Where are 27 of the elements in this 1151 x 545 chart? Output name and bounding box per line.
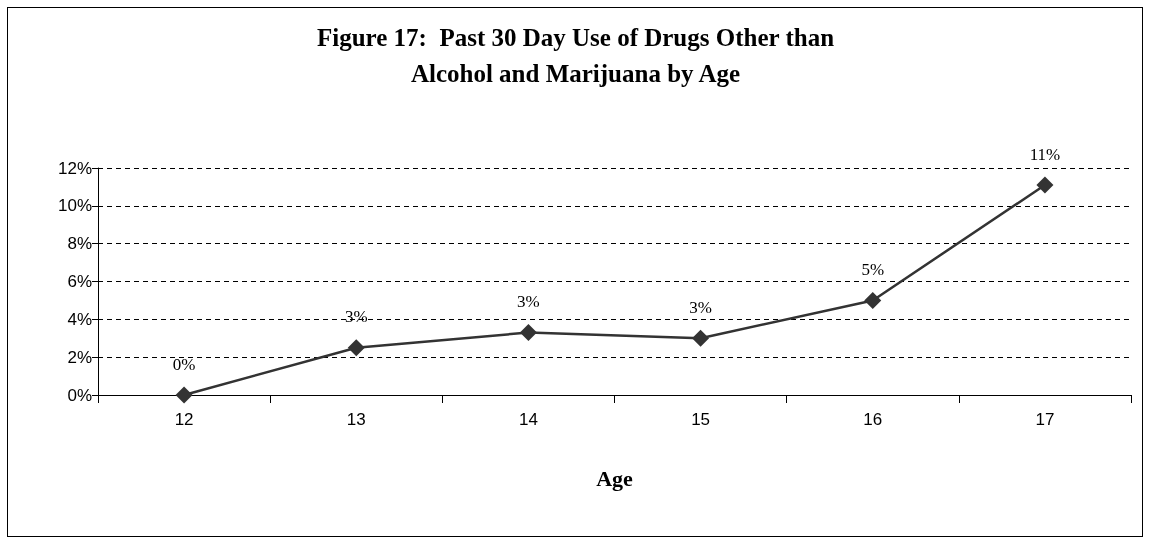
point <box>1036 176 1054 194</box>
x-tick-label: 17 <box>1035 410 1055 429</box>
x-tick-label: 16 <box>863 410 883 429</box>
data-label: 11% <box>1029 144 1061 164</box>
y-tick-label: 12% <box>57 158 92 178</box>
point <box>347 339 365 357</box>
data-label: 0% <box>172 354 196 374</box>
chart-title: Figure 17: Past 30 Day Use of Drugs Other than Alcohol and Marijuana by Age <box>316 23 835 87</box>
x-tick-label: 14 <box>518 410 538 429</box>
y-tick-label: 8% <box>67 234 92 254</box>
data-label: 3% <box>689 297 712 317</box>
y-tick-label: 6% <box>67 272 92 291</box>
point <box>175 386 193 404</box>
data-label: 3% <box>344 307 368 327</box>
x-tick-label: 12 <box>174 410 194 429</box>
y-tick-label: 0% <box>67 385 92 405</box>
x-tick-label: 15 <box>691 410 711 429</box>
point <box>692 329 710 347</box>
y-tick-label: 2% <box>67 347 92 367</box>
y-tick-label: 10% <box>57 196 92 216</box>
x-axis-title: Age <box>596 465 634 491</box>
y-tick-label: 4% <box>67 309 92 329</box>
x-tick-label: 13 <box>346 410 366 429</box>
data-label: 5% <box>861 259 885 279</box>
point <box>519 324 537 342</box>
data-label: 3% <box>517 292 540 312</box>
point <box>864 291 882 309</box>
